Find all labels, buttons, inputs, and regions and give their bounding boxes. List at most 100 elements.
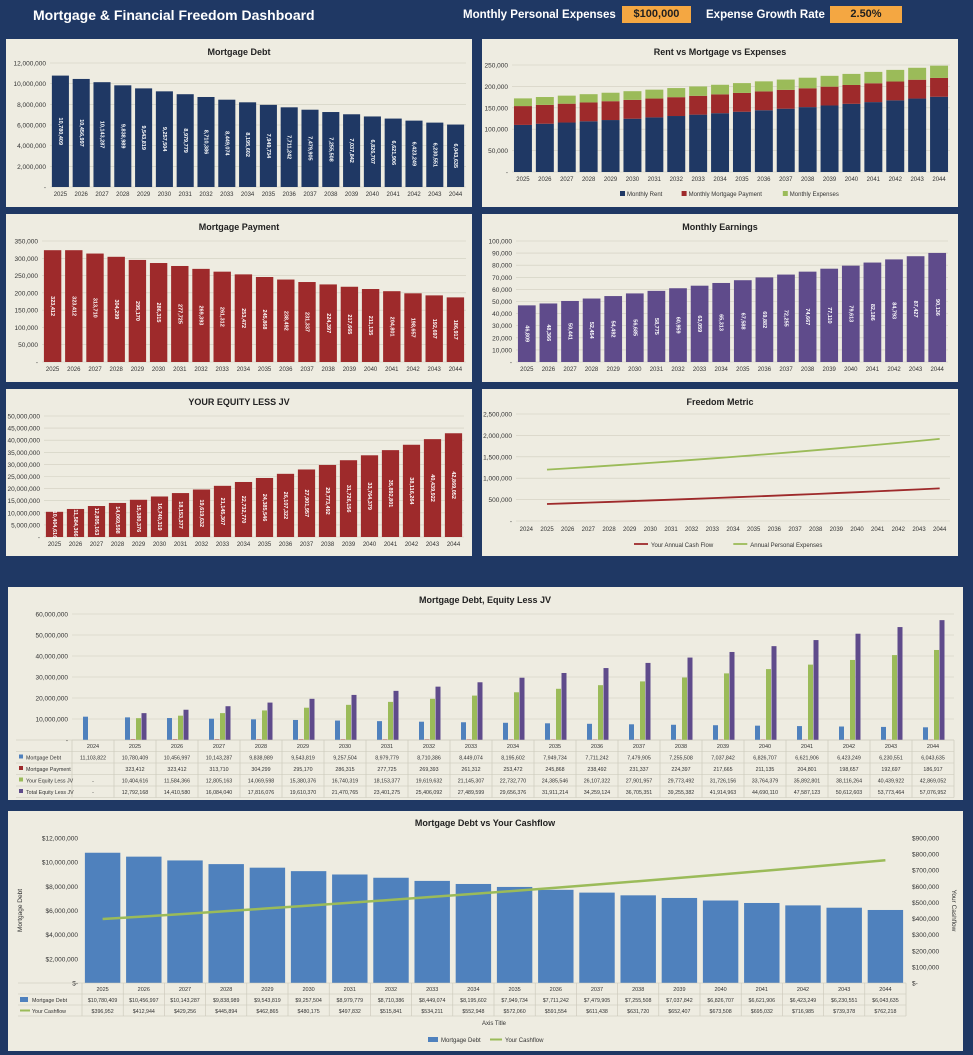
table-cell: 6,826,707 [753,756,777,762]
table-header-cell: 2043 [838,987,850,993]
bar-data-label: 7,037,842 [348,138,354,162]
bar [426,122,444,187]
bar [669,288,687,362]
bar-data-label: 67,588 [739,313,745,330]
bar [360,455,379,537]
table-header-cell: 2027 [179,987,191,993]
table-cell: 21,145,307 [458,779,485,785]
stacked-bar-segment [842,84,861,104]
y-tick-label: $2,000,000 [45,956,78,963]
bar [107,256,125,362]
y-tick-label: $4,000,000 [45,932,78,939]
y-tick-label: 35,000,000 [7,450,40,457]
table-cell: $695,032 [751,1009,773,1015]
bar [218,99,236,187]
x-tick-label: 2036 [758,367,772,373]
table-cell: 27,901,957 [626,779,653,785]
table-cell: 217,665 [713,767,732,773]
table-cell: $445,894 [215,1009,237,1015]
bar-data-label: 10,143,287 [99,121,105,149]
bar [928,252,947,362]
bar [755,725,760,740]
bar-data-label: 10,456,997 [78,119,84,147]
table-cell: 15,380,376 [290,779,317,785]
table-cell: $552,948 [462,1009,484,1015]
bar [128,259,147,362]
table-row-label: Mortgage Debt [26,756,62,762]
expenses-input[interactable]: $100,000 [622,6,691,23]
bar [171,265,189,362]
x-tick-label: 2036 [279,367,293,373]
x-tick-label: 2042 [407,192,421,198]
bar-data-label: 8,710,386 [203,130,209,154]
growth-input[interactable]: 2.50% [830,6,902,23]
bar [724,673,729,740]
x-tick-label: 2039 [345,192,359,198]
bar-data-label: 9,257,504 [161,127,167,152]
monthly-earnings-chart: Monthly Earnings - 10,000 20,000 30,000 40,00… [482,214,958,382]
x-tick-label: 2025 [520,367,534,373]
x-tick-label: 2032 [195,542,209,548]
table-header-cell: 2025 [96,987,108,993]
x-tick-label: 2033 [216,542,230,548]
table-cell: $716,985 [792,1009,814,1015]
table-header-cell: 2041 [756,987,768,993]
bar-data-label: 84,793 [891,302,897,319]
table-header-cell: 2038 [675,744,687,750]
bar [130,739,136,740]
table-header-cell: 2024 [87,744,99,750]
table-cell: 34,259,124 [584,790,611,796]
bar [167,860,203,983]
table-cell: 253,472 [503,767,522,773]
bar-data-label: 6,230,551 [431,143,437,167]
y-tick-label: - [66,738,68,745]
y-tick-label: 300,000 [15,256,39,263]
y-tick-label: 30,000 [492,323,512,330]
x-tick-label: 2031 [179,192,193,198]
bar-data-label: 82,186 [869,304,875,321]
y-tick-label: - [44,185,46,192]
bar [404,293,422,362]
table-cell: 29,656,376 [500,790,527,796]
x-tick-label: 2027 [95,192,109,198]
table-cell: 57,076,952 [920,790,947,796]
table-header-cell: 2044 [879,987,891,993]
x-tick-label: 2042 [406,367,420,373]
x-tick-label: 2031 [650,367,664,373]
bar [881,726,886,740]
table-cell: $7,479,905 [584,998,611,1004]
bar [351,694,357,740]
x-tick-label: 2030 [153,542,167,548]
stacked-bar-segment [886,100,905,172]
bar [461,722,466,740]
bar-data-label: 58,775 [653,318,659,335]
x-tick-label: 2030 [152,367,166,373]
x-tick-label: 2038 [801,177,815,183]
stacked-bar-segment [776,79,795,90]
legend-label: Your Annual Cash Flow [651,543,714,549]
legend-swatch [782,191,788,196]
y-tick-label: - [510,519,512,526]
table-cell: 16,740,319 [332,779,359,785]
bar [298,739,304,740]
bar-data-label: 10,404,616 [51,511,57,539]
bar-data-label: 277,725 [176,304,182,324]
x-tick-label: 2032 [199,192,213,198]
x-tick-label: 2027 [582,527,596,533]
table-header-cell: 2028 [255,744,267,750]
bar [744,902,780,983]
table-header-cell: 2041 [801,744,813,750]
y-tick-label: 40,000,000 [35,654,68,661]
x-tick-label: 2037 [788,527,802,533]
x-tick-label: 2026 [538,177,552,183]
y-tick-label: - [36,360,38,367]
table-cell: $6,230,551 [831,998,858,1004]
bar [625,293,644,362]
y-tick-label: 100,000 [15,325,39,332]
x-tick-label: 2028 [602,527,616,533]
bar [135,88,153,187]
bar-data-label: 63,059 [696,315,702,332]
stacked-bar-segment [886,69,905,82]
x-tick-label: 2029 [607,367,621,373]
stacked-bar-segment [535,104,554,124]
